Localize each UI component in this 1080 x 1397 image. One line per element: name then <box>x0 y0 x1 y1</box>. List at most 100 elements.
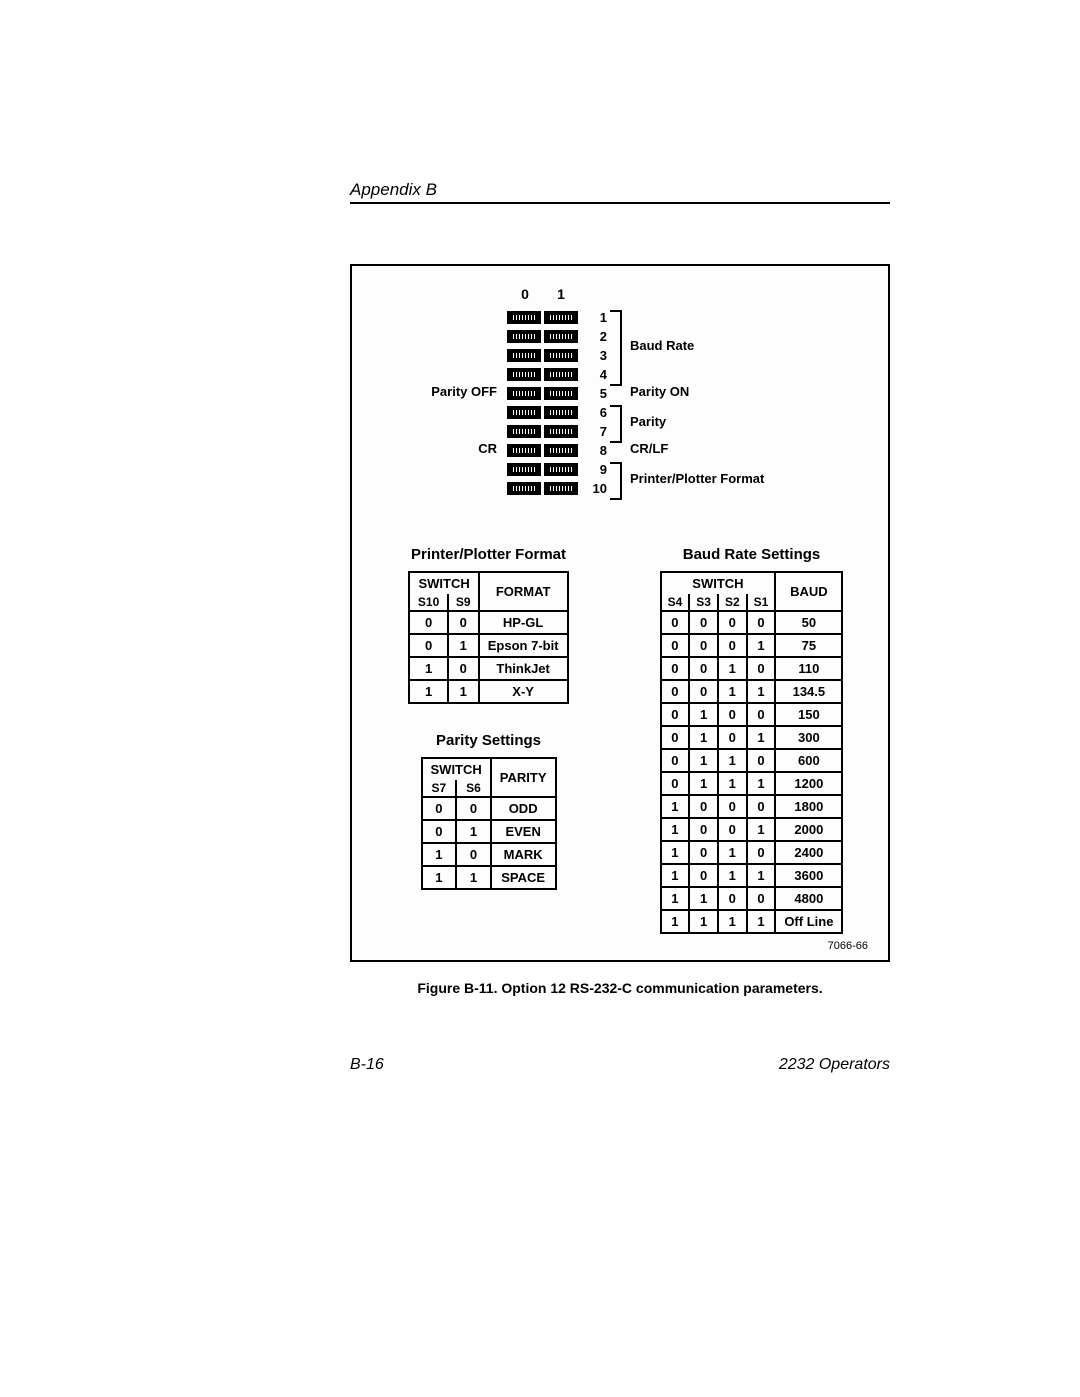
row-number: 5 <box>585 386 607 401</box>
parity-table-title: Parity Settings <box>372 732 605 749</box>
switch-cell <box>507 311 541 324</box>
dip-row: 9 <box>507 460 607 479</box>
table-cell: 0 <box>747 749 776 772</box>
dip-switch-diagram: 01 1 2 3 4 5 6 7 8 9 10 Parity OFF CR Ba… <box>372 286 868 516</box>
row-number: 3 <box>585 348 607 363</box>
switch-cell <box>507 406 541 419</box>
table-row: 11X-Y <box>409 680 567 703</box>
table-cell: 0 <box>718 887 747 910</box>
table-cell: 0 <box>409 611 447 634</box>
table-cell: 1 <box>422 866 457 889</box>
table-row: 10113600 <box>661 864 843 887</box>
table-cell: 1 <box>422 843 457 866</box>
dip-col-1: 1 <box>543 286 579 302</box>
page-number: B-16 <box>350 1056 384 1074</box>
format-table: SWITCH FORMAT S10 S9 00HP-GL01Epson 7-bi… <box>408 571 568 704</box>
table-row: 11SPACE <box>422 866 556 889</box>
table-row: 10001800 <box>661 795 843 818</box>
th-switch: SWITCH <box>409 572 478 594</box>
table-row: 01Epson 7-bit <box>409 634 567 657</box>
table-cell: 1 <box>718 910 747 933</box>
dip-row: 4 <box>507 365 607 384</box>
page: Appendix B 01 1 2 3 4 5 6 7 8 9 10 Parit… <box>350 180 890 1074</box>
table-cell: 0 <box>747 841 776 864</box>
table-cell: 0 <box>661 657 690 680</box>
tables-row: Printer/Plotter Format SWITCH FORMAT S10… <box>372 546 868 934</box>
switch-cell <box>544 444 578 457</box>
table-cell: 150 <box>775 703 842 726</box>
table-cell: EVEN <box>491 820 556 843</box>
table-row: 1111Off Line <box>661 910 843 933</box>
switch-cell <box>544 368 578 381</box>
table-cell: 1 <box>718 864 747 887</box>
table-cell: 0 <box>689 611 718 634</box>
table-cell: 0 <box>422 797 457 820</box>
table-cell: 0 <box>689 864 718 887</box>
table-cell: 50 <box>775 611 842 634</box>
th-s1: S1 <box>747 594 776 611</box>
parity-table: SWITCH PARITY S7 S6 00ODD01EVEN10MARK11S… <box>421 757 557 890</box>
table-cell: 300 <box>775 726 842 749</box>
dip-row: 5 <box>507 384 607 403</box>
table-cell: 1 <box>747 772 776 795</box>
table-cell: 1 <box>689 887 718 910</box>
dip-col-0: 0 <box>507 286 543 302</box>
switch-cell <box>544 463 578 476</box>
switch-cell <box>544 482 578 495</box>
table-cell: 1 <box>747 680 776 703</box>
table-cell: 0 <box>456 797 491 820</box>
label-parity-on: Parity ON <box>630 384 689 399</box>
switch-cell <box>544 349 578 362</box>
table-cell: 0 <box>718 703 747 726</box>
table-cell: 0 <box>661 634 690 657</box>
table-cell: 1 <box>747 864 776 887</box>
switch-cell <box>544 330 578 343</box>
table-cell: 1 <box>409 680 447 703</box>
th-switch: SWITCH <box>661 572 776 594</box>
table-cell: 1 <box>661 864 690 887</box>
th-format: FORMAT <box>479 572 568 611</box>
table-cell: 0 <box>718 611 747 634</box>
table-cell: 0 <box>747 611 776 634</box>
table-cell: 1 <box>718 841 747 864</box>
table-cell: 1 <box>747 726 776 749</box>
switch-cell <box>507 463 541 476</box>
format-table-title: Printer/Plotter Format <box>372 546 605 563</box>
table-cell: 134.5 <box>775 680 842 703</box>
table-cell: 0 <box>661 726 690 749</box>
switch-cell <box>507 368 541 381</box>
table-cell: 3600 <box>775 864 842 887</box>
bracket-baud <box>610 310 622 386</box>
dip-row: 8 <box>507 441 607 460</box>
table-row: 0110600 <box>661 749 843 772</box>
dip-column-labels: 01 <box>507 286 579 302</box>
table-cell: 600 <box>775 749 842 772</box>
th-s4: S4 <box>661 594 690 611</box>
table-cell: 0 <box>661 680 690 703</box>
table-cell: 0 <box>661 611 690 634</box>
table-row: 0010110 <box>661 657 843 680</box>
appendix-header: Appendix B <box>350 180 890 204</box>
table-cell: 0 <box>689 634 718 657</box>
switch-cell <box>507 425 541 438</box>
table-cell: 0 <box>448 657 479 680</box>
table-cell: ODD <box>491 797 556 820</box>
table-cell: 0 <box>718 634 747 657</box>
dip-row: 3 <box>507 346 607 365</box>
table-cell: 1 <box>456 820 491 843</box>
table-cell: 0 <box>661 703 690 726</box>
th-s9: S9 <box>448 594 479 611</box>
th-switch: SWITCH <box>422 758 491 780</box>
table-cell: 0 <box>689 657 718 680</box>
table-cell: 1 <box>718 657 747 680</box>
table-cell: 1800 <box>775 795 842 818</box>
table-cell: 1 <box>747 910 776 933</box>
table-cell: 0 <box>747 887 776 910</box>
table-cell: 1 <box>689 749 718 772</box>
table-cell: 0 <box>689 795 718 818</box>
table-cell: 0 <box>689 818 718 841</box>
table-cell: ThinkJet <box>479 657 568 680</box>
table-row: 0011134.5 <box>661 680 843 703</box>
table-cell: 110 <box>775 657 842 680</box>
th-s6: S6 <box>456 780 491 797</box>
